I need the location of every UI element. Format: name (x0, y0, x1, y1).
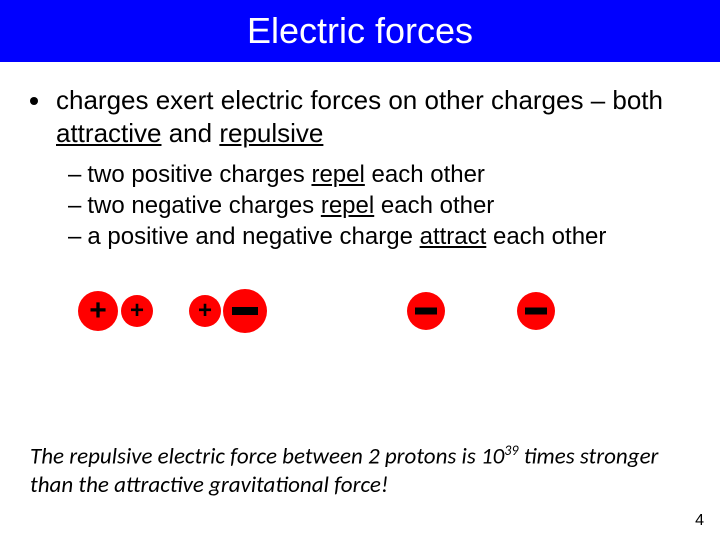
main-bullet-repulsive: repulsive (219, 118, 323, 148)
sub-post: each other (486, 223, 606, 250)
positive-charge-icon: + (189, 295, 221, 327)
page-number: 4 (695, 512, 704, 530)
sub-item: – two negative charges repel each other (68, 190, 690, 221)
negative-charge-icon (223, 289, 267, 333)
main-bullet-mid: and (162, 118, 220, 148)
footer-pre: The repulsive electric force between 2 p… (30, 443, 504, 471)
dash-icon: – (68, 221, 81, 252)
sub-item-text: a positive and negative charge attract e… (87, 221, 606, 252)
sub-u: repel (321, 192, 374, 219)
sub-u: attract (420, 223, 487, 250)
slide-title-bar: Electric forces (0, 0, 720, 62)
positive-charge-icon: + (121, 295, 153, 327)
charges-diagram: + + + (78, 289, 690, 333)
dash-icon: – (68, 159, 81, 190)
dash-icon: – (68, 190, 81, 221)
sub-post: each other (374, 192, 494, 219)
sub-item: – two positive charges repel each other (68, 159, 690, 190)
bullet-dot-icon (30, 97, 38, 105)
main-bullet-text: charges exert electric forces on other c… (56, 84, 690, 149)
sub-post: each other (365, 161, 485, 188)
sub-pre: two positive charges (87, 161, 311, 188)
sub-item-text: two positive charges repel each other (87, 159, 485, 190)
main-bullet-pre: charges exert electric forces on other c… (56, 85, 663, 115)
negative-charge-icon (517, 292, 555, 330)
sub-pre: a positive and negative charge (87, 223, 419, 250)
sub-item-text: two negative charges repel each other (87, 190, 494, 221)
footer-exponent: 39 (504, 442, 518, 459)
positive-charge-icon: + (78, 291, 118, 331)
main-bullet: charges exert electric forces on other c… (30, 84, 690, 149)
main-bullet-attractive: attractive (56, 118, 162, 148)
slide-title: Electric forces (247, 10, 473, 52)
sub-pre: two negative charges (87, 192, 320, 219)
content-area: charges exert electric forces on other c… (0, 62, 720, 333)
sub-u: repel (311, 161, 364, 188)
footer-fact: The repulsive electric force between 2 p… (30, 442, 690, 500)
negative-charge-icon (407, 292, 445, 330)
sub-item: – a positive and negative charge attract… (68, 221, 690, 252)
sub-bullet-list: – two positive charges repel each other … (68, 159, 690, 253)
